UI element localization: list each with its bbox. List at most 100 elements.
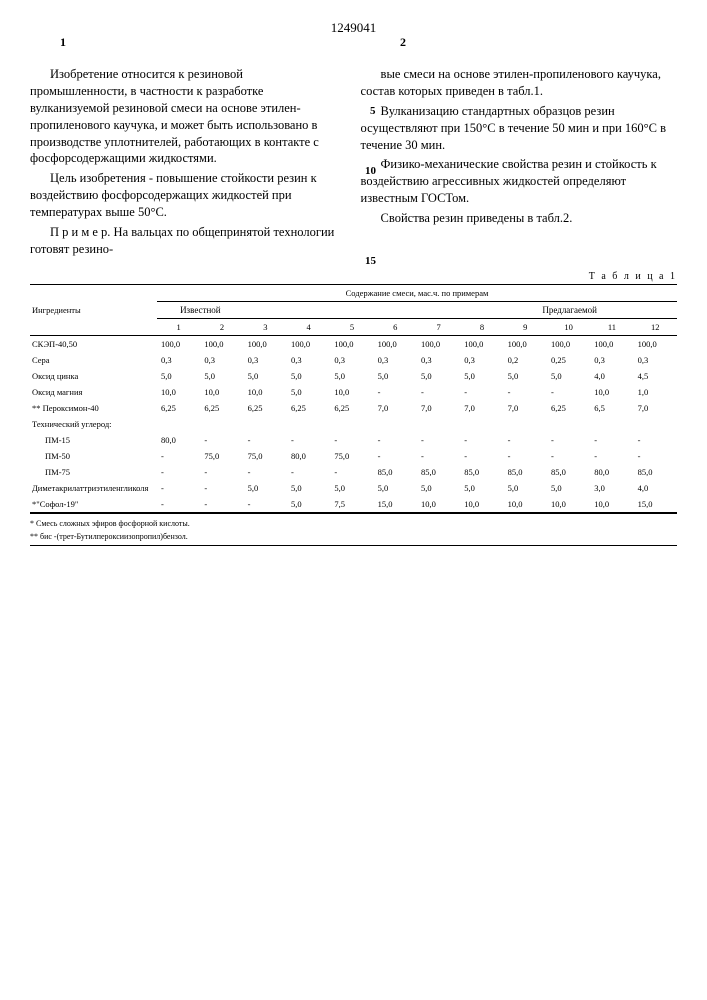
cell-value: 5,0: [460, 480, 503, 496]
cell-value: -: [200, 432, 243, 448]
ingredient-name: Оксид цинка: [30, 368, 157, 384]
ingredient-name: Сера: [30, 352, 157, 368]
cell-value: -: [244, 464, 287, 480]
p-left-2: Цель изобретения - повышение стойкости р…: [30, 170, 341, 221]
right-column: вые смеси на основе этилен-пропиленового…: [361, 66, 672, 261]
cell-value: [504, 416, 547, 432]
cell-value: 100,0: [330, 335, 373, 352]
cell-value: 15,0: [374, 496, 417, 513]
col-num: 8: [460, 318, 503, 335]
cell-value: -: [417, 448, 460, 464]
cell-value: [157, 416, 200, 432]
p-left-3: П р и м е р. На вальцах по общепринятой …: [30, 224, 341, 258]
p-left-1: Изобретение относится к резиновой промыш…: [30, 66, 341, 167]
cell-value: 100,0: [634, 335, 677, 352]
cell-value: 6,25: [157, 400, 200, 416]
cell-value: 100,0: [504, 335, 547, 352]
col-num: 5: [330, 318, 373, 335]
cell-value: 0,3: [244, 352, 287, 368]
cell-value: 0,3: [287, 352, 330, 368]
cell-value: -: [157, 448, 200, 464]
col-num: 4: [287, 318, 330, 335]
cell-value: 5,0: [287, 368, 330, 384]
cell-value: [634, 416, 677, 432]
patent-number: 1249041: [331, 20, 377, 36]
cell-value: 0,3: [634, 352, 677, 368]
cell-value: 80,0: [157, 432, 200, 448]
ingredient-name: Оксид магния: [30, 384, 157, 400]
cell-value: [330, 416, 373, 432]
cell-value: 10,0: [200, 384, 243, 400]
col-num: 11: [590, 318, 633, 335]
th-known: Известной: [157, 301, 244, 318]
cell-value: -: [330, 464, 373, 480]
ingredient-name: СКЭП-40,50: [30, 335, 157, 352]
cell-value: 6,25: [547, 400, 590, 416]
cell-value: 6,25: [244, 400, 287, 416]
cell-value: 10,0: [417, 496, 460, 513]
cell-value: 5,0: [157, 368, 200, 384]
cell-value: -: [374, 432, 417, 448]
ingredient-name: *"Софол-19": [30, 496, 157, 513]
p-right-4: Свойства резин приведены в табл.2.: [361, 210, 672, 227]
col-num: 9: [504, 318, 547, 335]
cell-value: [547, 416, 590, 432]
cell-value: 6,25: [200, 400, 243, 416]
cell-value: -: [244, 432, 287, 448]
cell-value: -: [547, 432, 590, 448]
cell-value: 0,25: [547, 352, 590, 368]
cell-value: 10,0: [157, 384, 200, 400]
cell-value: -: [417, 432, 460, 448]
cell-value: 10,0: [547, 496, 590, 513]
cell-value: 10,0: [460, 496, 503, 513]
cell-value: 85,0: [504, 464, 547, 480]
cell-value: [244, 416, 287, 432]
cell-value: -: [157, 480, 200, 496]
cell-value: 7,0: [504, 400, 547, 416]
cell-value: 100,0: [547, 335, 590, 352]
margin-num-5: 5: [370, 105, 376, 117]
cell-value: 5,0: [547, 368, 590, 384]
cell-value: -: [504, 384, 547, 400]
cell-value: 5,0: [460, 368, 503, 384]
cell-value: 6,5: [590, 400, 633, 416]
cell-value: 100,0: [287, 335, 330, 352]
cell-value: 5,0: [244, 480, 287, 496]
cell-value: 7,0: [460, 400, 503, 416]
th-ingredient: Ингредиенты: [30, 284, 157, 335]
cell-value: 4,5: [634, 368, 677, 384]
table-1: Т а б л и ц а 1 Ингредиенты Содержание с…: [30, 271, 677, 547]
cell-value: 100,0: [590, 335, 633, 352]
cell-value: 5,0: [200, 368, 243, 384]
col-num: 7: [417, 318, 460, 335]
cell-value: 5,0: [287, 480, 330, 496]
cell-value: 10,0: [590, 496, 633, 513]
cell-value: -: [157, 496, 200, 513]
cell-value: -: [460, 448, 503, 464]
cell-value: 85,0: [634, 464, 677, 480]
cell-value: -: [460, 432, 503, 448]
p-right-3: Физико-механические свойства резин и сто…: [361, 156, 672, 207]
cell-value: 10,0: [504, 496, 547, 513]
ingredient-name: ПМ-15: [30, 432, 157, 448]
cell-value: -: [157, 464, 200, 480]
cell-value: 10,0: [244, 384, 287, 400]
text-columns: Изобретение относится к резиновой промыш…: [30, 66, 677, 261]
col-num: 10: [547, 318, 590, 335]
cell-value: -: [374, 384, 417, 400]
cell-value: -: [287, 432, 330, 448]
cell-value: [590, 416, 633, 432]
col-num-left: 1: [60, 35, 66, 50]
cell-value: -: [590, 432, 633, 448]
table-label: Т а б л и ц а 1: [30, 271, 677, 282]
composition-table: Ингредиенты Содержание смеси, мас.ч. по …: [30, 284, 677, 513]
cell-value: 0,3: [330, 352, 373, 368]
cell-value: -: [374, 448, 417, 464]
p-right-2: Вулканизацию стандартных образцов резин …: [361, 103, 672, 154]
cell-value: 7,5: [330, 496, 373, 513]
cell-value: 5,0: [287, 496, 330, 513]
cell-value: -: [460, 384, 503, 400]
cell-value: -: [417, 384, 460, 400]
col-num: 3: [244, 318, 287, 335]
cell-value: 7,0: [417, 400, 460, 416]
